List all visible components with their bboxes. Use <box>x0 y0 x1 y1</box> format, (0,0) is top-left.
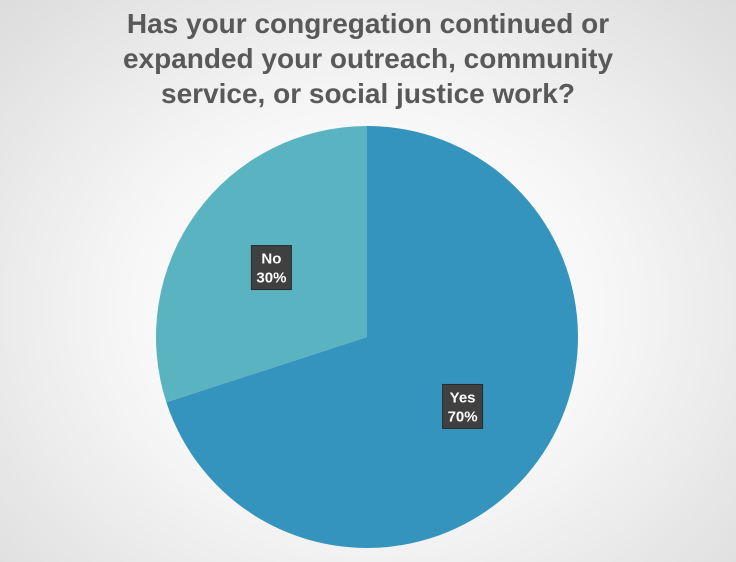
data-label-no: No 30% <box>250 245 292 291</box>
data-label-category-yes: Yes <box>450 389 476 406</box>
chart-title-line-2: expanded your outreach, community <box>122 43 614 74</box>
data-label-category-no: No <box>261 251 281 268</box>
data-label-box-yes <box>442 383 484 429</box>
data-label-value-yes: 70% <box>448 408 478 425</box>
data-label-value-no: 30% <box>256 270 286 287</box>
pie-slice-yes <box>166 126 578 548</box>
data-label-yes: Yes 70% <box>442 383 484 429</box>
chart-title-line-3: service, or social justice work? <box>161 78 575 109</box>
chart-title-line-1: Has your congregation continued or <box>126 8 610 39</box>
data-label-box-no <box>250 245 292 291</box>
chart-title: Has your congregation continued or expan… <box>0 6 736 111</box>
